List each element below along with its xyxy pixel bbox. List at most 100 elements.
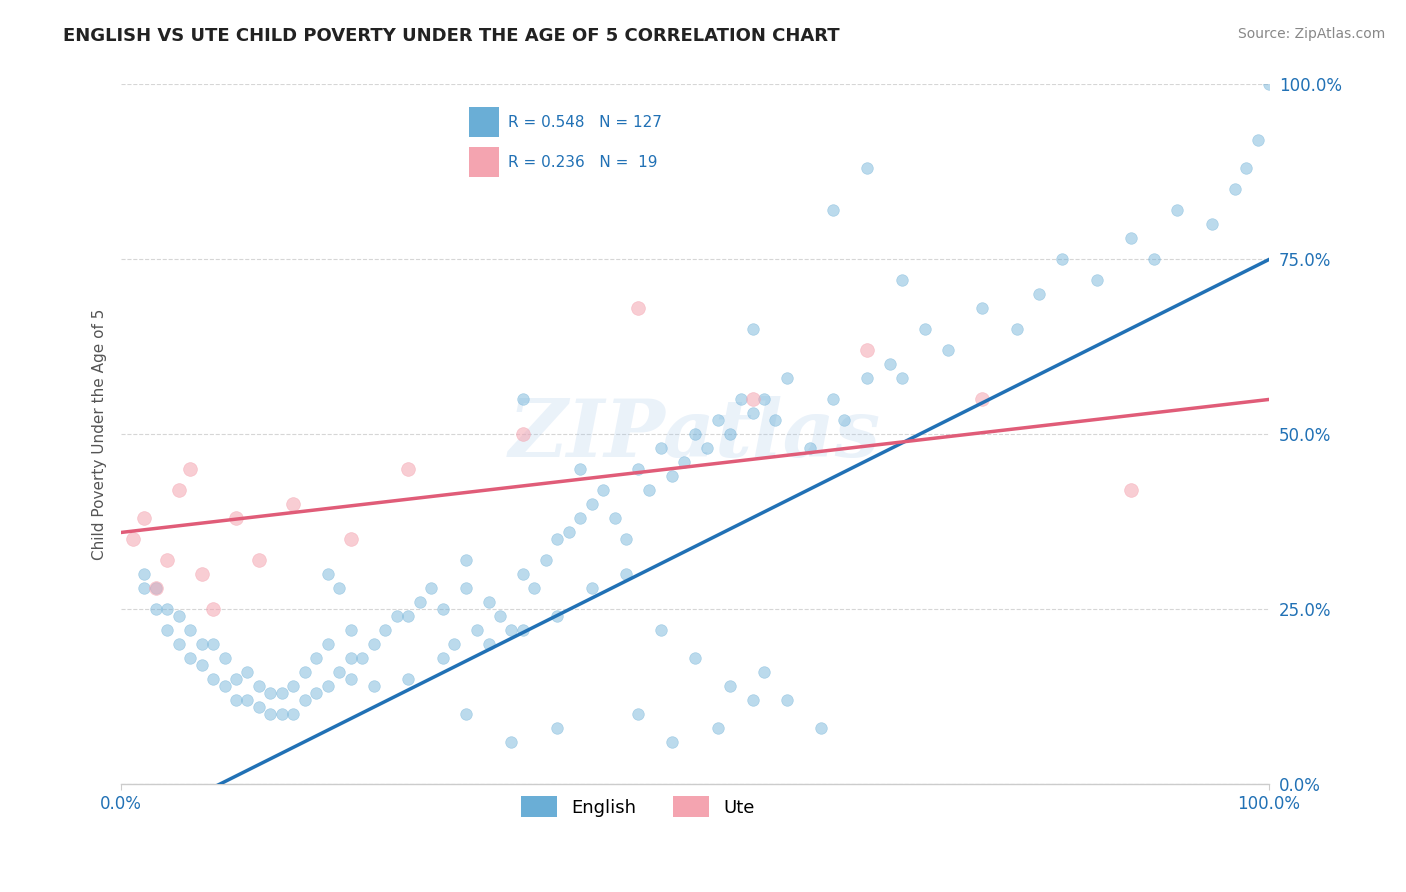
Point [420,582,443,596]
Point [363,680,385,694]
Point [1005,322,1028,336]
Point [236,665,259,680]
Legend: English, Ute: English, Ute [513,789,762,824]
Text: ZIPatlas: ZIPatlas [509,396,882,473]
Point [810,722,832,736]
Point [821,203,844,218]
Point [179,462,201,476]
Point [661,469,683,483]
Point [396,609,419,624]
Y-axis label: Child Poverty Under the Age of 5: Child Poverty Under the Age of 5 [93,309,107,560]
Point [454,553,477,567]
Point [936,343,959,358]
Point [134,582,156,596]
Point [202,602,225,616]
Point [730,392,752,407]
Point [741,693,763,707]
Text: ENGLISH VS UTE CHILD POVERTY UNDER THE AGE OF 5 CORRELATION CHART: ENGLISH VS UTE CHILD POVERTY UNDER THE A… [63,27,839,45]
Point [741,392,763,407]
Point [214,651,236,665]
Point [972,301,994,316]
Point [707,413,730,427]
Point [558,525,581,540]
Point [247,700,270,714]
Point [752,665,775,680]
Point [156,602,179,616]
Point [190,658,212,673]
Point [352,651,374,665]
Point [696,442,718,456]
Point [614,567,637,582]
Point [512,427,534,442]
Point [202,637,225,651]
Point [546,609,568,624]
Point [821,392,844,407]
Point [581,498,603,512]
Point [879,358,901,372]
Point [374,624,396,638]
Point [316,567,339,582]
Point [856,161,879,176]
Point [454,582,477,596]
Point [179,624,201,638]
Point [305,651,328,665]
Point [856,343,879,358]
Point [1121,483,1143,498]
Point [672,455,695,469]
Point [408,595,430,609]
Point [283,498,305,512]
Point [283,680,305,694]
Point [741,322,763,336]
Point [259,686,281,700]
Point [385,609,408,624]
Point [707,722,730,736]
Point [259,707,281,722]
Point [592,483,614,498]
Point [569,511,592,525]
Point [167,637,190,651]
Point [271,686,294,700]
Point [752,392,775,407]
Point [890,371,912,385]
Point [512,567,534,582]
Point [799,442,821,456]
Point [1121,231,1143,245]
Point [661,735,683,749]
Point [294,665,316,680]
Point [650,442,672,456]
Point [683,427,706,442]
Point [465,624,488,638]
Point [512,392,534,407]
Point [225,511,247,525]
Point [190,637,212,651]
Point [890,273,912,287]
Point [627,707,650,722]
Point [546,722,568,736]
Point [156,624,179,638]
Point [134,511,156,525]
Point [167,609,190,624]
Point [512,624,534,638]
Point [627,462,650,476]
Point [834,413,856,427]
Point [225,693,247,707]
Point [236,693,259,707]
Point [477,637,499,651]
Point [145,582,167,596]
Point [683,651,706,665]
Point [121,533,143,547]
Point [145,602,167,616]
Point [271,707,294,722]
Point [1201,218,1223,232]
Point [339,651,361,665]
Point [145,582,167,596]
Point [614,533,637,547]
Point [1258,78,1281,92]
Point [134,567,156,582]
Point [1246,133,1268,147]
Point [534,553,557,567]
Point [501,624,523,638]
Point [569,462,592,476]
Point [1223,182,1246,196]
Point [523,582,546,596]
